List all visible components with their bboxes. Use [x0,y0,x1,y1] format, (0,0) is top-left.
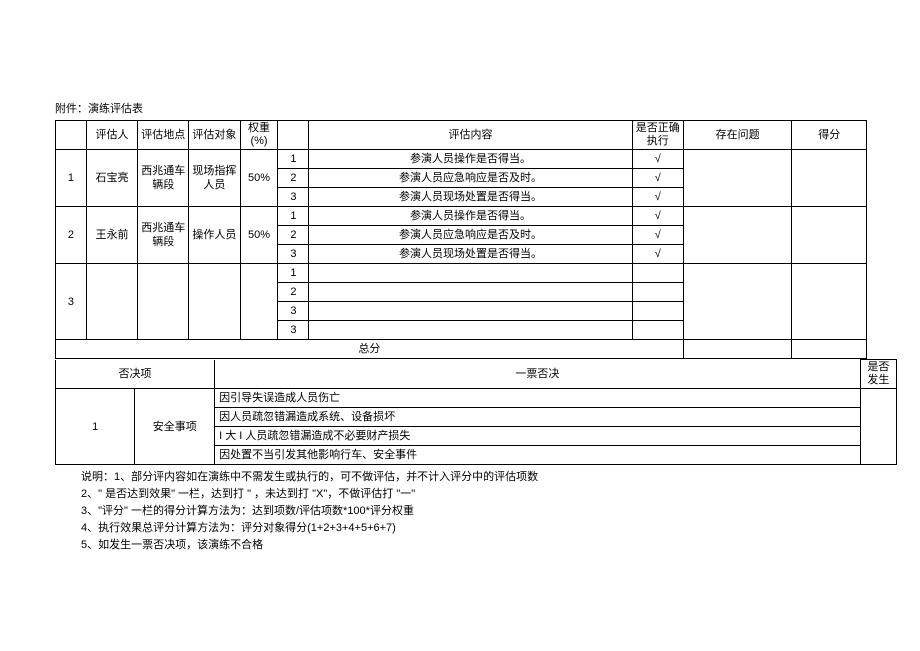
sub-idx: 1 [278,207,309,226]
veto-table: 否决项 一票否决 是否发生 1 安全事项 因引导失误造成人员伤亡 因人员疏忽错漏… [55,359,897,465]
hdr-score: 得分 [792,121,867,150]
total-label: 总分 [56,340,684,359]
veto-reason: 因人员疏忽错漏造成系统、设备损坏 [215,408,861,427]
item-content: 参演人员操作是否得当。 [309,207,632,226]
sub-idx: 3 [278,245,309,264]
row-weight [240,264,278,340]
note-line: 3、"评分" 一栏的得分计算方法为：达到项数/评估项数*100*评分权重 [81,503,865,520]
veto-reason: 因处置不当引发其他影响行车、安全事件 [215,446,861,465]
item-content [309,302,632,321]
sub-idx: 2 [278,283,309,302]
item-correct [632,283,683,302]
row-issue [683,264,792,340]
row-evaluator: 石宝亮 [86,150,137,207]
row-score [792,150,867,207]
veto-category: 安全事项 [135,389,215,465]
row-weight: 50% [240,150,278,207]
table-row: 3 1 [56,264,867,283]
table-row: 1 石宝亮 西兆通车辆段 现场指挥人员 50% 1 参演人员操作是否得当。 √ [56,150,867,169]
veto-reason: 因引导失误造成人员伤亡 [215,389,861,408]
item-correct: √ [632,207,683,226]
item-correct: √ [632,169,683,188]
total-row: 总分 [56,340,867,359]
row-evaluator: 王永前 [86,207,137,264]
row-idx: 1 [56,150,87,207]
item-content [309,264,632,283]
row-issue [683,150,792,207]
veto-header: 否决项 一票否决 是否发生 [56,360,897,389]
item-content: 参演人员应急响应是否及时。 [309,169,632,188]
note-line: 5、如发生一票否决项，该演练不合格 [81,537,865,554]
sub-idx: 1 [278,264,309,283]
hdr-target: 评估对象 [189,121,240,150]
note-line: 4、执行效果总评分计算方法为：评分对象得分(1+2+3+4+5+6+7) [81,520,865,537]
note-line: 说明：1、部分评内容如在演练中不需发生或执行的，可不做评估，并不计入评分中的评估… [81,469,865,486]
veto-idx: 1 [56,389,135,465]
table-row: 2 王永前 西兆通车辆段 操作人员 50% 1 参演人员操作是否得当。 √ [56,207,867,226]
item-correct [632,321,683,340]
item-content: 参演人员现场处置是否得当。 [309,188,632,207]
hdr-issue: 存在问题 [683,121,792,150]
evaluation-table: 评估人 评估地点 评估对象 权重(%) 评估内容 是否正确执行 存在问题 得分 … [55,120,867,359]
veto-title-left: 否决项 [56,360,215,389]
item-correct [632,302,683,321]
attachment-title: 附件：演练评估表 [55,100,865,116]
row-target: 操作人员 [189,207,240,264]
veto-title-center: 一票否决 [215,360,861,389]
item-correct [632,264,683,283]
hdr-weight: 权重(%) [240,121,278,150]
row-target: 现场指挥人员 [189,150,240,207]
veto-reason: I 大 I 人员疏忽错漏造成不必要财产损失 [215,427,861,446]
item-content: 参演人员应急响应是否及时。 [309,226,632,245]
hdr-content: 评估内容 [309,121,632,150]
sub-idx: 3 [278,321,309,340]
item-correct: √ [632,188,683,207]
row-score [792,207,867,264]
item-content [309,283,632,302]
sub-idx: 2 [278,169,309,188]
hdr-location: 评估地点 [138,121,189,150]
row-weight: 50% [240,207,278,264]
row-idx: 3 [56,264,87,340]
veto-row: 1 安全事项 因引导失误造成人员伤亡 [56,389,897,408]
item-content [309,321,632,340]
row-target [189,264,240,340]
sub-idx: 3 [278,302,309,321]
row-location: 西兆通车辆段 [138,150,189,207]
row-location [138,264,189,340]
row-issue [683,207,792,264]
item-correct: √ [632,245,683,264]
item-correct: √ [632,226,683,245]
row-score [792,264,867,340]
note-line: 2、" 是否达到效果" 一栏，达到打 " ，未达到打 "X"，不做评估打 "一" [81,486,865,503]
row-idx: 2 [56,207,87,264]
table-header: 评估人 评估地点 评估对象 权重(%) 评估内容 是否正确执行 存在问题 得分 [56,121,867,150]
notes: 说明：1、部分评内容如在演练中不需发生或执行的，可不做评估，并不计入评分中的评估… [55,469,865,554]
veto-title-right: 是否发生 [860,360,896,389]
item-content: 参演人员操作是否得当。 [309,150,632,169]
sub-idx: 1 [278,150,309,169]
item-content: 参演人员现场处置是否得当。 [309,245,632,264]
row-location: 西兆通车辆段 [138,207,189,264]
hdr-correct: 是否正确执行 [632,121,683,150]
sub-idx: 3 [278,188,309,207]
veto-happen [860,389,896,465]
row-evaluator [86,264,137,340]
item-correct: √ [632,150,683,169]
sub-idx: 2 [278,226,309,245]
hdr-evaluator: 评估人 [86,121,137,150]
